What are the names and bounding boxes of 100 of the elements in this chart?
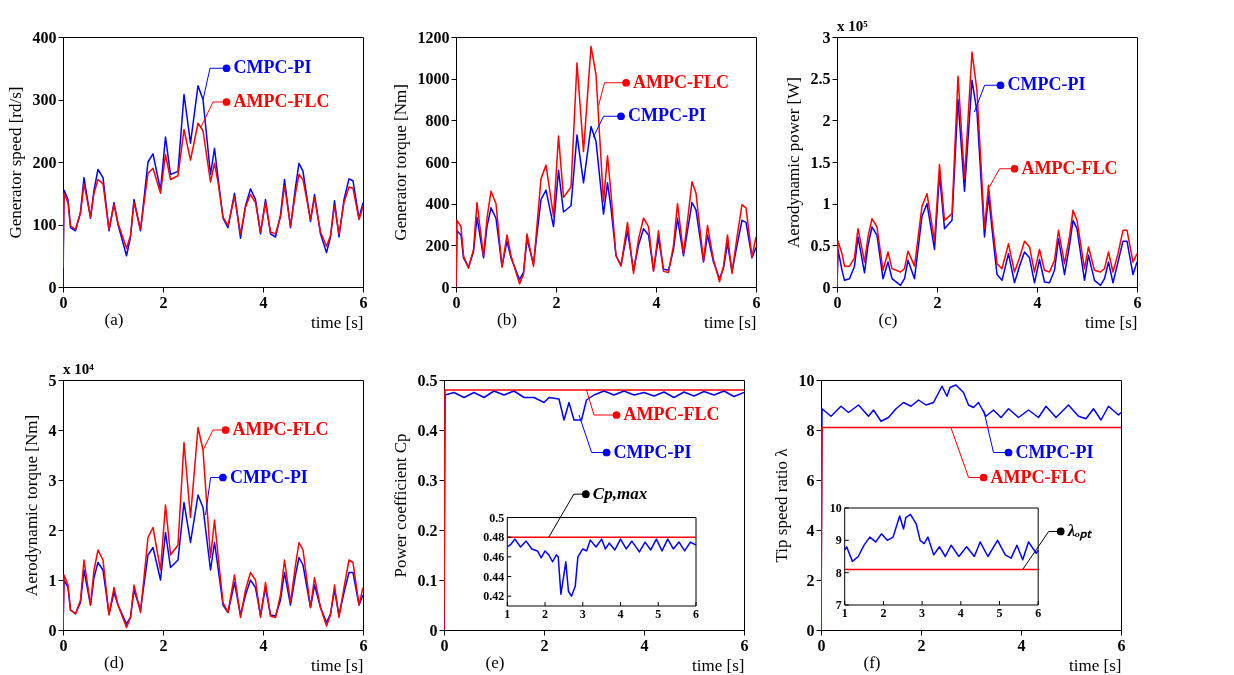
x-tick-label: 4 <box>1017 636 1026 654</box>
legend-label: CMPC-PI <box>233 57 312 78</box>
x-tick-label: 4 <box>259 293 268 311</box>
x-tick-label: 6 <box>1117 636 1126 654</box>
x-tick-label: 6 <box>752 293 761 311</box>
x-tick-label: 2 <box>540 636 549 654</box>
y-tick-label: 100 <box>32 216 57 233</box>
y-tick-label: 9 <box>835 533 842 548</box>
y-tick-label: 5 <box>48 371 57 389</box>
legend-label: AMPC-FLC <box>233 91 330 111</box>
y-tick-label: 6 <box>806 471 815 489</box>
y-tick-label: 3 <box>48 471 57 489</box>
y-tick-label: 0 <box>429 621 438 639</box>
legend-label: CMPC-PI <box>1015 441 1094 462</box>
x-tick-label: 0 <box>452 293 461 311</box>
x-tick-label: 2 <box>552 293 561 311</box>
text: (b) <box>497 310 517 329</box>
x-tick-label: 2 <box>159 636 168 654</box>
annotation: λₒₚₜ <box>1066 521 1094 542</box>
text: (a) <box>104 310 124 329</box>
x-axis-title: time [s] <box>311 655 364 675</box>
y-tick-label: 4 <box>48 421 57 439</box>
y-tick-label: 0.46 <box>483 549 505 564</box>
x-tick-label: 4 <box>957 606 964 620</box>
legend-label: CMPC-PI <box>1007 74 1086 95</box>
y-axis-title: Generator speed [rd/s] <box>5 86 25 239</box>
legend-label: AMPC-FLC <box>633 71 730 92</box>
text: (c) <box>878 310 898 329</box>
x-tick-label: 6 <box>359 293 368 311</box>
y-tick-label: 0 <box>441 278 450 296</box>
x-tick-label: 2 <box>880 606 887 620</box>
y-tick-label: 200 <box>425 236 450 254</box>
y-tick-label: 2 <box>822 111 831 129</box>
x-axis-title: time [s] <box>1085 312 1138 332</box>
x-tick-label: 5 <box>655 607 662 621</box>
y-tick-label: 0.44 <box>483 569 505 584</box>
x-tick-label: 2 <box>917 636 926 654</box>
text: (e) <box>485 653 505 672</box>
x-tick-label: 2 <box>159 293 168 311</box>
x-tick-label: 4 <box>652 293 661 311</box>
annotation: Cp,max <box>592 484 648 504</box>
y-tick-label: 8 <box>835 565 842 580</box>
x-axis-title: time [s] <box>1069 655 1122 675</box>
y-tick-label: 1200 <box>417 28 450 46</box>
y-tick-label: 4 <box>806 521 815 539</box>
x-axis-title: time [s] <box>704 312 757 332</box>
text: x 10⁵ <box>837 18 869 34</box>
x-tick-label: 6 <box>1035 606 1042 620</box>
legend-label: CMPC-PI <box>613 441 692 462</box>
x-tick-label: 4 <box>640 636 649 654</box>
y-tick-label: 0.5 <box>810 236 831 254</box>
y-tick-label: 0 <box>822 278 831 296</box>
y-tick-label: 400 <box>32 28 57 46</box>
text: x 10⁴ <box>63 361 95 377</box>
x-tick-label: 0 <box>59 636 68 654</box>
y-tick-label: 600 <box>425 153 450 171</box>
legend-label: CMPC-PI <box>628 105 706 126</box>
y-tick-label: 0.5 <box>417 371 438 389</box>
x-tick-label: 6 <box>693 607 699 621</box>
x-tick-label: 6 <box>359 636 368 654</box>
x-tick-label: 0 <box>59 293 68 311</box>
y-tick-label: 1 <box>48 571 57 589</box>
legend-label: CMPC-PI <box>229 466 308 487</box>
legend-label: AMPC-FLC <box>990 466 1087 487</box>
y-axis-title: Generator torque [Nm] <box>390 84 410 241</box>
y-tick-label: 2 <box>48 521 57 539</box>
y-tick-label: 0 <box>48 621 57 639</box>
x-tick-label: 4 <box>1033 293 1042 311</box>
text: (d) <box>104 653 124 672</box>
y-tick-label: 300 <box>32 91 57 108</box>
x-tick-label: 2 <box>542 607 549 621</box>
y-tick-label: 0.2 <box>417 521 438 539</box>
y-tick-label: 8 <box>806 421 815 439</box>
y-tick-label: 800 <box>425 111 450 129</box>
y-tick-label: 0.5 <box>489 510 505 525</box>
y-tick-label: 400 <box>425 195 450 213</box>
y-tick-label: 1.5 <box>810 153 831 171</box>
y-tick-label: 1000 <box>417 70 450 88</box>
y-axis-title: Tip speed ratio λ <box>771 447 791 563</box>
x-tick-label: 6 <box>740 636 749 654</box>
x-tick-label: 3 <box>919 606 926 620</box>
y-tick-label: 10 <box>829 501 842 515</box>
y-tick-label: 10 <box>798 371 815 389</box>
y-tick-label: 0.4 <box>417 421 438 439</box>
legend-label: AMPC-FLC <box>623 404 720 424</box>
y-tick-label: 2 <box>806 571 815 589</box>
y-tick-label: 0.48 <box>483 530 505 545</box>
y-tick-label: 1 <box>822 195 831 213</box>
y-axis-title: Aerodynamic power [W] <box>783 77 803 248</box>
y-tick-label: 0 <box>806 621 815 639</box>
y-tick-label: 0.3 <box>417 471 438 489</box>
x-tick-label: 4 <box>617 607 624 621</box>
legend-label: AMPC-FLC <box>1021 157 1118 178</box>
x-axis-title: time [s] <box>311 312 364 332</box>
y-tick-label: 0.42 <box>483 589 505 604</box>
x-tick-label: 6 <box>1133 293 1142 311</box>
x-tick-label: 4 <box>259 636 268 654</box>
y-tick-label: 7 <box>835 598 842 612</box>
x-tick-label: 5 <box>996 606 1003 620</box>
x-tick-label: 3 <box>579 607 586 621</box>
